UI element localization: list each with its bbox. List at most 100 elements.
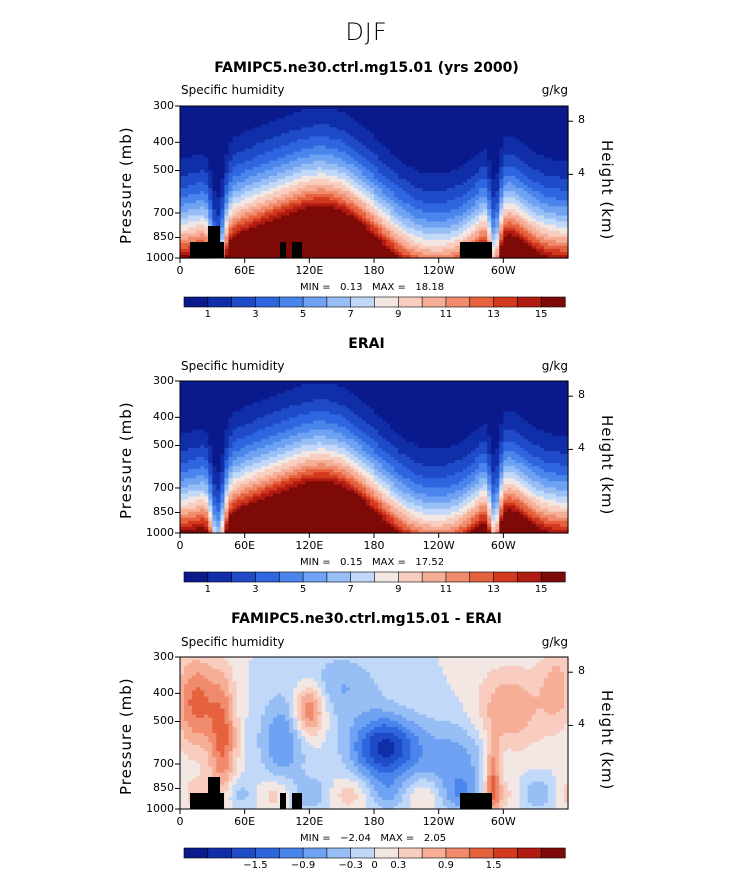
topography-mask	[190, 226, 492, 258]
colorbar-swatch	[278, 571, 304, 583]
colorbar-label: 5	[299, 584, 307, 595]
panel-2-min-value: 0.15	[340, 557, 363, 568]
colorbar-swatch	[207, 847, 233, 859]
colorbar-swatch	[493, 296, 518, 308]
colorbar-swatch	[207, 296, 233, 308]
panel-3-min-value: −2.04	[340, 833, 371, 844]
colorbar-swatch	[278, 296, 304, 308]
panel-1-units-label: g/kg	[541, 83, 568, 97]
x-tick-label: 120W	[422, 539, 455, 552]
colorbar-label: 9	[395, 584, 402, 595]
colorbar-label: 1.5	[485, 860, 502, 871]
y-tick-label: 1000	[146, 802, 174, 815]
panel-1-minmax: MIN = 0.13 MAX = 18.18	[300, 282, 444, 293]
x-tick-label: 120W	[422, 264, 455, 277]
y-tick-label: 300	[153, 99, 174, 112]
colorbar-swatch	[350, 571, 376, 583]
x-tick-label: 0	[176, 539, 184, 552]
colorbar-swatch	[517, 571, 542, 583]
colorbar-label: 0.3	[390, 860, 407, 871]
colorbar-swatch	[398, 571, 423, 583]
panel-1-min-label: MIN =	[300, 282, 331, 293]
colorbar-swatch	[469, 847, 495, 859]
colorbar-swatch	[540, 571, 566, 583]
colorbar-swatch	[517, 296, 542, 308]
x-tick-label: 180	[363, 815, 385, 828]
colorbar-swatch	[302, 571, 328, 583]
colorbar-label: 13	[487, 584, 500, 595]
panel-1-max-value: 18.18	[415, 282, 445, 293]
x-tick-label: 180	[363, 264, 385, 277]
x-tick-label: 120E	[295, 264, 324, 277]
panel-3-units-label: g/kg	[541, 635, 568, 649]
x-tick-label: 60W	[490, 539, 516, 552]
colorbar-label: 15	[534, 309, 548, 320]
y-tick-label: 700	[153, 205, 174, 219]
y-tick-label: 700	[153, 756, 174, 770]
x-tick-label: 0	[176, 815, 184, 828]
colorbar-label: 11	[439, 584, 453, 595]
x-tick-label: 120E	[295, 815, 324, 828]
panel-3-max-value: 2.05	[423, 833, 447, 844]
y-tick-label: 1000	[146, 251, 174, 264]
colorbar-swatch	[183, 571, 209, 583]
panel-1-title: FAMIPC5.ne30.ctrl.mg15.01 (yrs 2000)	[214, 60, 519, 76]
colorbar-swatch	[374, 847, 399, 859]
panel-1-max-label: MAX =	[371, 282, 406, 293]
y-tick-label: 500	[153, 438, 174, 452]
y-tick-label: 300	[153, 374, 174, 387]
x-tick-label: 120W	[422, 815, 455, 828]
panel-2-min-label: MIN =	[300, 557, 331, 568]
y-tick-label: 1000	[146, 526, 174, 539]
y2-tick-label: 4	[578, 166, 585, 180]
colorbar-swatch	[255, 847, 280, 859]
x-tick-label: 180	[363, 539, 385, 552]
colorbar-swatch	[207, 571, 233, 583]
panel-3-minmax: MIN = −2.04 MAX = 2.05	[300, 833, 446, 844]
colorbar-swatch	[445, 571, 471, 583]
colorbar-swatch	[445, 296, 471, 308]
colorbar-label: 9	[395, 309, 402, 320]
panel-3-max-label: MAX =	[380, 833, 415, 844]
colorbar-label: 0.9	[437, 860, 454, 871]
colorbar-swatch	[421, 571, 447, 583]
colorbar-swatch	[255, 296, 280, 308]
colorbar-swatch	[326, 847, 352, 859]
panel-2-title: ERAI	[348, 336, 385, 352]
panel-3-variable-label: Specific humidity	[181, 635, 285, 649]
panel-1-ylabel: Pressure (mb)	[117, 126, 135, 244]
y-tick-label: 300	[153, 650, 174, 663]
colorbar-swatch	[255, 571, 280, 583]
colorbar-label: 5	[299, 309, 307, 320]
colorbar-swatch	[540, 296, 566, 308]
panel-2-max-value: 17.52	[415, 557, 445, 568]
y-tick-label: 400	[153, 410, 174, 424]
y2-tick-label: 8	[578, 664, 585, 678]
colorbar-label: 1	[204, 309, 211, 320]
panel-1-variable-label: Specific humidity	[181, 83, 285, 97]
y-tick-label: 700	[153, 480, 174, 494]
panel-1-y2label: Height (km)	[598, 140, 616, 241]
panel-2-ylabel: Pressure (mb)	[117, 401, 135, 519]
panel-3-colorbar	[183, 847, 566, 859]
panel-1-min-value: 0.13	[340, 282, 363, 293]
y-tick-label: 850	[153, 505, 174, 519]
colorbar-label: −0.3	[338, 860, 363, 871]
x-tick-label: 120E	[295, 539, 324, 552]
colorbar-label: 13	[487, 309, 500, 320]
y-tick-label: 500	[153, 163, 174, 177]
colorbar-label: 0	[371, 860, 378, 871]
colorbar-label: 7	[347, 584, 354, 595]
y-tick-label: 850	[153, 781, 174, 795]
x-tick-label: 60E	[234, 539, 256, 552]
x-tick-label: 60W	[490, 815, 516, 828]
y2-tick-label: 4	[578, 441, 585, 455]
panel-2-contour-plot	[175, 380, 573, 538]
panel-2-y2label: Height (km)	[598, 415, 616, 516]
colorbar-swatch	[493, 571, 518, 583]
colorbar-swatch	[421, 296, 447, 308]
y2-tick-label: 8	[578, 388, 585, 402]
y2-tick-label: 8	[578, 113, 585, 127]
colorbar-swatch	[183, 296, 209, 308]
panel-3-y2label: Height (km)	[598, 690, 616, 791]
